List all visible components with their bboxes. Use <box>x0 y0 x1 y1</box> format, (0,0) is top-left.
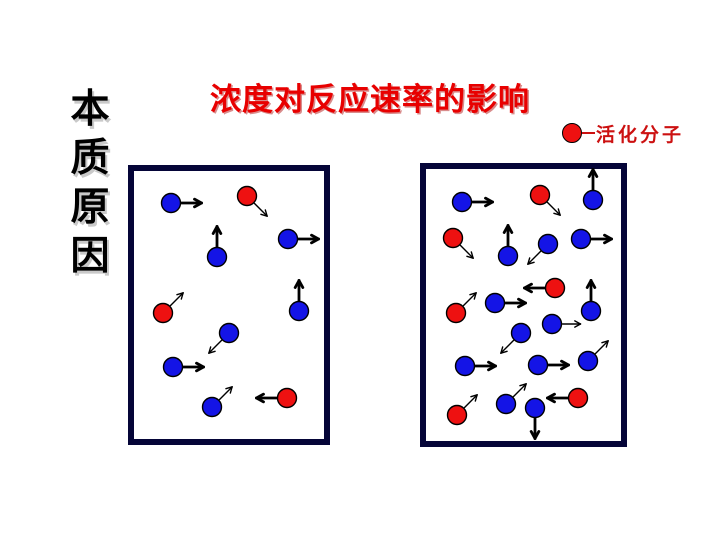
molecule-activated <box>276 387 298 409</box>
velocity-arrow <box>169 292 184 307</box>
velocity-arrow <box>590 233 613 245</box>
velocity-arrow <box>561 320 582 328</box>
molecule-box-low-concentration <box>128 165 330 445</box>
molecule-normal <box>277 228 299 250</box>
velocity-arrow <box>218 386 233 401</box>
molecule-normal <box>524 397 546 419</box>
molecule-activated <box>442 227 464 249</box>
molecule-normal <box>527 354 549 376</box>
side-label-char: 本 <box>70 88 110 131</box>
molecule-activated <box>236 185 258 207</box>
velocity-arrow <box>504 297 527 309</box>
velocity-arrow <box>502 224 514 247</box>
side-label-char: 质 <box>70 137 110 180</box>
molecule-normal <box>495 393 517 415</box>
side-label-char: 原 <box>70 186 110 229</box>
velocity-arrow <box>182 361 205 373</box>
molecule-normal <box>570 228 592 250</box>
molecule-normal <box>206 246 228 268</box>
velocity-arrow <box>208 339 223 354</box>
velocity-arrow <box>297 233 320 245</box>
molecule-normal <box>160 192 182 214</box>
molecule-normal <box>288 300 310 322</box>
velocity-arrow <box>547 359 570 371</box>
velocity-arrow <box>523 282 546 294</box>
velocity-arrow <box>585 279 597 302</box>
molecule-normal <box>218 322 240 344</box>
molecule-box-high-concentration <box>420 163 627 447</box>
molecule-normal <box>454 355 476 377</box>
velocity-arrow <box>546 201 561 216</box>
velocity-arrow <box>474 360 497 372</box>
molecule-normal <box>580 300 602 322</box>
molecule-normal <box>582 189 604 211</box>
molecule-normal <box>577 350 599 372</box>
velocity-arrow <box>463 394 478 409</box>
molecule-activated <box>529 184 551 206</box>
molecule-normal <box>451 191 473 213</box>
legend-dash <box>582 131 595 135</box>
molecule-activated <box>445 302 467 324</box>
velocity-arrow <box>293 279 305 302</box>
velocity-arrow <box>529 417 541 440</box>
molecule-activated <box>446 404 468 426</box>
velocity-arrow <box>253 202 268 217</box>
legend: 活化分子 <box>562 122 685 146</box>
molecule-normal <box>162 356 184 378</box>
molecule-activated <box>567 387 589 409</box>
velocity-arrow <box>546 392 569 404</box>
molecule-normal <box>497 245 519 267</box>
side-label-char: 因 <box>70 235 110 278</box>
velocity-arrow <box>587 168 599 191</box>
velocity-arrow <box>459 244 474 259</box>
velocity-arrow <box>500 339 515 354</box>
velocity-arrow <box>512 383 527 398</box>
activated-molecule-icon <box>562 123 582 143</box>
molecule-normal <box>201 396 223 418</box>
side-label: 本 质 原 因 <box>62 90 118 276</box>
velocity-arrow <box>255 392 278 404</box>
molecule-activated <box>152 302 174 324</box>
molecule-activated <box>544 277 566 299</box>
page-title: 浓度对反应速率的影响 <box>210 82 530 117</box>
molecule-normal <box>484 292 506 314</box>
velocity-arrow <box>462 292 477 307</box>
molecule-normal <box>510 322 532 344</box>
velocity-arrow <box>527 250 542 265</box>
velocity-arrow <box>180 197 203 209</box>
velocity-arrow <box>594 340 609 355</box>
legend-label: 活化分子 <box>596 124 685 146</box>
velocity-arrow <box>211 225 223 248</box>
molecule-normal <box>537 233 559 255</box>
molecule-normal <box>541 313 563 335</box>
velocity-arrow <box>471 196 494 208</box>
